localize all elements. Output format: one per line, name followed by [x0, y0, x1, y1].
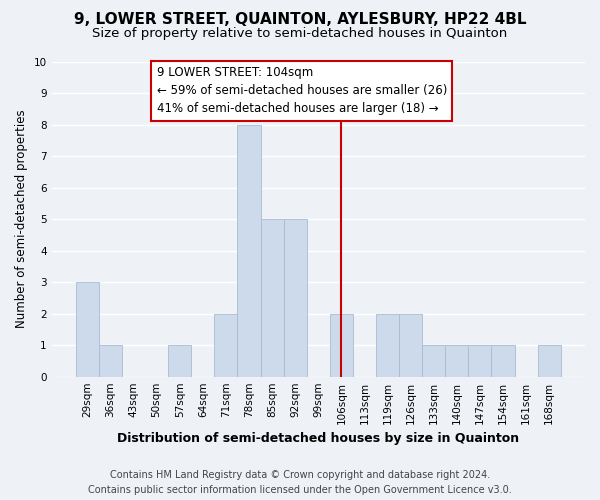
Bar	[491, 345, 515, 376]
Bar	[399, 314, 422, 376]
Text: Contains HM Land Registry data © Crown copyright and database right 2024.
Contai: Contains HM Land Registry data © Crown c…	[88, 470, 512, 495]
Text: 9 LOWER STREET: 104sqm
← 59% of semi-detached houses are smaller (26)
41% of sem: 9 LOWER STREET: 104sqm ← 59% of semi-det…	[157, 66, 447, 115]
Bar	[538, 345, 561, 376]
Bar	[238, 124, 260, 376]
Bar	[99, 345, 122, 376]
Text: 9, LOWER STREET, QUAINTON, AYLESBURY, HP22 4BL: 9, LOWER STREET, QUAINTON, AYLESBURY, HP…	[74, 12, 526, 28]
Bar	[445, 345, 469, 376]
Bar	[214, 314, 238, 376]
Bar	[284, 219, 307, 376]
Bar	[260, 219, 284, 376]
Bar	[76, 282, 99, 376]
Bar	[376, 314, 399, 376]
Bar	[168, 345, 191, 376]
X-axis label: Distribution of semi-detached houses by size in Quainton: Distribution of semi-detached houses by …	[117, 432, 520, 445]
Y-axis label: Number of semi-detached properties: Number of semi-detached properties	[15, 110, 28, 328]
Bar	[330, 314, 353, 376]
Text: Size of property relative to semi-detached houses in Quainton: Size of property relative to semi-detach…	[92, 28, 508, 40]
Bar	[469, 345, 491, 376]
Bar	[422, 345, 445, 376]
